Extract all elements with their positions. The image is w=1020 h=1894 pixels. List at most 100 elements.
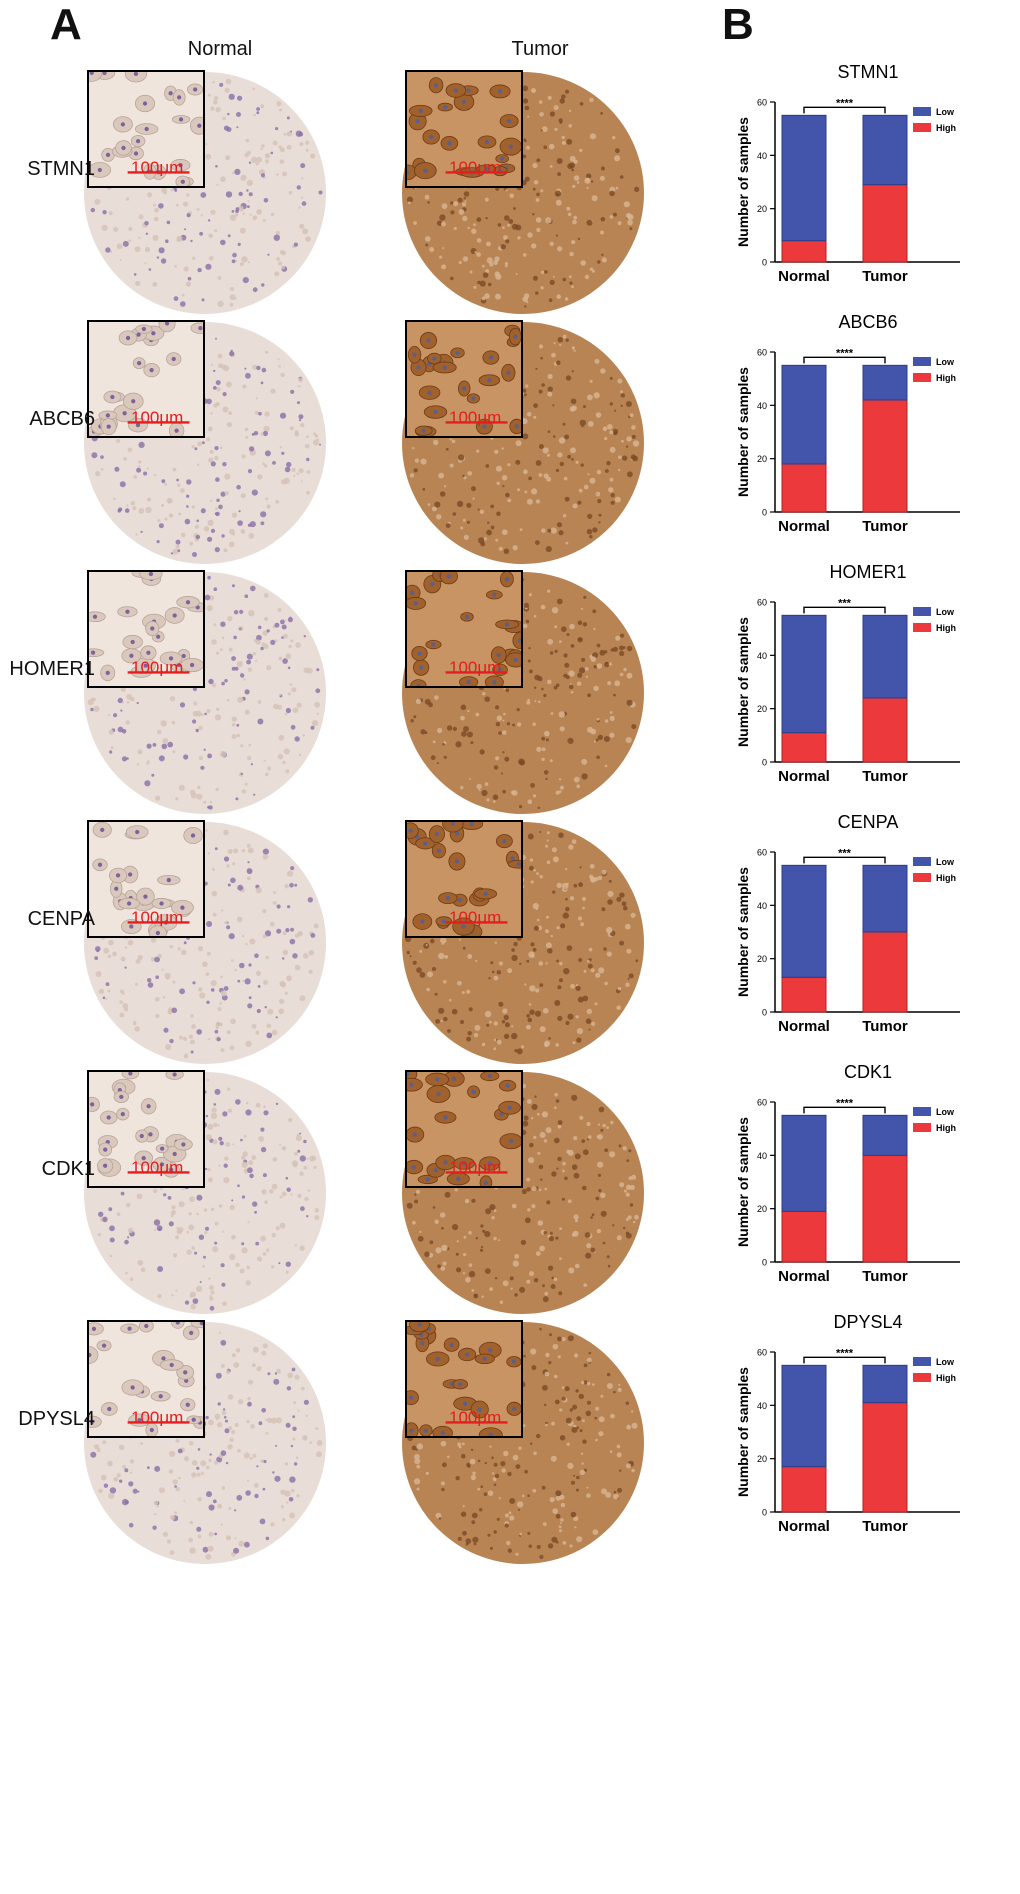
zoom-inset-tumor (405, 570, 523, 688)
gene-label: HOMER1 (9, 658, 95, 680)
y-tick-label: 60 (757, 1348, 767, 1358)
y-tick-label: 20 (757, 1454, 767, 1464)
chart-abcb6: ABCB6 0 20 40 60 Number of samples Normal Tumor… (720, 306, 1020, 558)
significance-stars: **** (836, 97, 854, 109)
significance-bracket (803, 856, 886, 864)
scale-bar-label: 100μm (131, 1408, 184, 1427)
legend-label: High (936, 873, 956, 883)
zoom-inset-normal (87, 320, 205, 438)
y-tick-label: 40 (757, 401, 767, 411)
panel-label-b: B (722, 0, 754, 49)
bar-low-tumor (862, 1114, 908, 1156)
category-label: Normal (778, 1518, 830, 1535)
scale-bar-label: 100μm (449, 158, 502, 177)
zoom-inset-normal (87, 570, 205, 688)
legend-swatch-low (913, 357, 931, 366)
scale-bar-label: 100μm (131, 1158, 184, 1177)
chart-title: ABCB6 (838, 312, 897, 332)
legend-swatch-low (913, 857, 931, 866)
category-label: Normal (778, 1018, 830, 1035)
significance-stars: **** (836, 1097, 854, 1109)
chart-title: CENPA (838, 812, 899, 832)
legend-swatch-low (913, 1357, 931, 1366)
category-label: Tumor (862, 768, 908, 785)
y-tick-label: 0 (762, 758, 767, 768)
legend-swatch-high (913, 123, 931, 132)
chart-title: DPYSL4 (833, 1312, 902, 1332)
bar-high-normal (781, 240, 827, 263)
column-header-tumor: Tumor (511, 38, 569, 60)
legend-label: High (936, 1373, 956, 1383)
gene-label: DPYSL4 (18, 1408, 95, 1430)
column-header-normal: Normal (187, 38, 253, 60)
bar-high-normal (781, 463, 827, 513)
legend-swatch-high (913, 1123, 931, 1132)
chart-title: HOMER1 (829, 562, 906, 582)
legend-swatch-high (913, 373, 931, 382)
significance-bracket (803, 1106, 886, 1114)
chart-svg: CENPA 0 20 40 60 Number of samples Normal Tumor… (735, 812, 960, 1035)
zoom-inset-normal (87, 820, 205, 938)
y-tick-label: 20 (757, 1204, 767, 1214)
y-tick-label: 20 (757, 704, 767, 714)
y-axis-label: Number of samples (735, 117, 751, 247)
chart-svg: DPYSL4 0 20 40 60 Number of samples Normal Tumo… (735, 1312, 960, 1535)
legend-swatch-low (913, 607, 931, 616)
scale-bar-label: 100μm (449, 658, 502, 677)
y-tick-label: 0 (762, 1508, 767, 1518)
chart-dpysl4: DPYSL4 0 20 40 60 Number of samples Normal Tumo… (720, 1306, 1020, 1558)
bar-low-normal (781, 614, 827, 734)
zoom-inset-tumor (405, 1070, 523, 1188)
y-tick-label: 40 (757, 651, 767, 661)
gene-label: CENPA (27, 908, 95, 930)
significance-stars: *** (838, 847, 852, 859)
category-label: Normal (778, 1268, 830, 1285)
category-label: Tumor (862, 1518, 908, 1535)
legend-label: Low (936, 1357, 955, 1367)
y-axis-label: Number of samples (735, 1117, 751, 1247)
bar-high-tumor (862, 1402, 908, 1513)
bar-low-normal (781, 114, 827, 242)
significance-bracket (803, 356, 886, 364)
bar-low-normal (781, 1114, 827, 1212)
significance-stars: **** (836, 347, 854, 359)
gene-label: STMN1 (27, 158, 95, 180)
scale-bar-label: 100μm (449, 908, 502, 927)
panel-label-a: A (50, 0, 82, 49)
chart-title: STMN1 (837, 62, 898, 82)
zoom-inset-tumor (405, 70, 523, 188)
legend-label: High (936, 373, 956, 383)
scale-bar-label: 100μm (449, 1408, 502, 1427)
zoom-inset-tumor (405, 820, 523, 938)
y-tick-label: 60 (757, 348, 767, 358)
significance-bracket (803, 1356, 886, 1364)
gene-label: ABCB6 (29, 408, 95, 430)
legend-label: Low (936, 1107, 955, 1117)
scale-bar-label: 100μm (131, 908, 184, 927)
legend-swatch-low (913, 1107, 931, 1116)
zoom-inset-normal (87, 1320, 205, 1438)
legend-label: Low (936, 857, 955, 867)
y-tick-label: 40 (757, 1401, 767, 1411)
category-label: Normal (778, 768, 830, 785)
legend-swatch-high (913, 1373, 931, 1382)
significance-stars: *** (838, 597, 852, 609)
legend-label: Low (936, 107, 955, 117)
chart-cenpa: CENPA 0 20 40 60 Number of samples Normal Tumor… (720, 806, 1020, 1058)
legend-label: High (936, 1123, 956, 1133)
y-axis-label: Number of samples (735, 367, 751, 497)
bar-high-normal (781, 976, 827, 1013)
chart-svg: HOMER1 0 20 40 60 Number of samples Normal Tumo… (735, 562, 960, 785)
y-tick-label: 0 (762, 1008, 767, 1018)
bar-low-tumor (862, 1364, 908, 1404)
y-tick-label: 40 (757, 151, 767, 161)
y-tick-label: 60 (757, 1098, 767, 1108)
scale-bar-label: 100μm (449, 1158, 502, 1177)
y-tick-label: 60 (757, 848, 767, 858)
bar-high-tumor (862, 1154, 908, 1263)
legend-label: High (936, 123, 956, 133)
bar-high-normal (781, 1210, 827, 1263)
category-label: Tumor (862, 1268, 908, 1285)
y-tick-label: 0 (762, 258, 767, 268)
legend-swatch-high (913, 873, 931, 882)
